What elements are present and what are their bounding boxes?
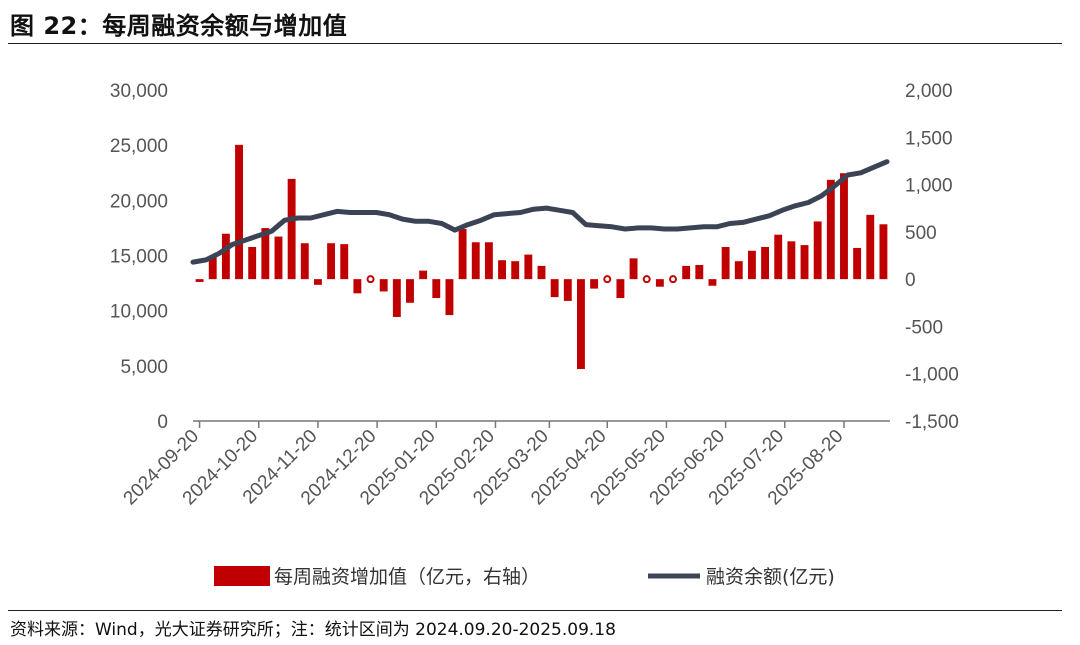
bar xyxy=(603,275,612,284)
bar xyxy=(340,244,349,280)
bar xyxy=(787,241,796,280)
footer-divider xyxy=(8,610,1062,611)
bar xyxy=(590,279,599,289)
bar xyxy=(313,279,322,285)
left-tick-label: 20,000 xyxy=(110,191,168,212)
bar xyxy=(208,255,217,280)
bar xyxy=(261,228,270,280)
legend-swatch-bar xyxy=(214,566,270,586)
bar xyxy=(642,275,651,284)
bar xyxy=(511,261,520,280)
title-divider xyxy=(8,43,1062,44)
bar xyxy=(366,275,375,284)
right-tick-label: -1,500 xyxy=(905,412,959,433)
bar xyxy=(616,279,625,299)
left-tick-label: 5,000 xyxy=(120,357,168,378)
bar xyxy=(695,264,704,280)
bar xyxy=(432,279,441,299)
bar xyxy=(734,261,743,280)
bar xyxy=(879,224,888,280)
right-tick-label: -1,000 xyxy=(905,365,959,386)
bar xyxy=(866,214,875,280)
left-tick-label: 10,000 xyxy=(110,302,168,323)
bar xyxy=(840,173,848,280)
bar xyxy=(629,258,638,280)
bar-series xyxy=(195,144,888,369)
bar xyxy=(682,265,691,280)
bar xyxy=(419,270,428,280)
bar xyxy=(379,279,388,292)
legend-label-bar: 每周融资增加值（亿元，右轴） xyxy=(274,566,540,588)
left-axis-ticks: 30,000 25,000 20,000 15,000 10,000 5,000 0 xyxy=(110,81,168,433)
bar xyxy=(537,265,546,280)
bar xyxy=(300,243,309,280)
x-axis: 2024-09-202024-10-202024-11-202024-12-20… xyxy=(120,420,890,509)
bar xyxy=(577,279,585,369)
right-tick-label: 0 xyxy=(905,270,916,291)
right-tick-label: 500 xyxy=(905,223,937,244)
legend: 每周融资增加值（亿元，右轴） 融资余额(亿元) xyxy=(214,566,835,588)
bar xyxy=(327,243,336,280)
bar xyxy=(524,254,533,280)
bar xyxy=(484,242,493,280)
bar xyxy=(813,221,822,280)
bar xyxy=(445,279,454,316)
bar xyxy=(458,229,467,280)
right-tick-label: -500 xyxy=(905,317,943,338)
left-tick-label: 25,000 xyxy=(110,136,168,157)
bar xyxy=(195,279,204,282)
bar xyxy=(761,246,770,280)
bar xyxy=(406,279,414,303)
bar xyxy=(498,260,506,280)
bar xyxy=(248,246,257,280)
figure-title: 图 22：每周融资余额与增加值 xyxy=(10,12,348,40)
left-tick-label: 30,000 xyxy=(110,81,168,102)
right-axis-ticks: 2,000 1,500 1,000 500 0 -500 -1,000 -1,500 xyxy=(905,81,959,433)
line-series xyxy=(190,159,890,265)
source-note: 资料来源：Wind，光大证券研究所；注：统计区间为 2024.09.20-202… xyxy=(10,620,616,640)
bar xyxy=(669,275,678,284)
bar xyxy=(392,279,401,317)
bar xyxy=(853,247,862,280)
bar xyxy=(550,279,559,298)
left-tick-label: 15,000 xyxy=(110,247,168,268)
bar xyxy=(655,279,664,287)
bar xyxy=(274,236,283,280)
bar xyxy=(747,250,756,280)
bar xyxy=(826,179,835,280)
bar xyxy=(708,279,717,286)
bar xyxy=(235,144,243,280)
right-tick-label: 1,000 xyxy=(905,176,953,197)
bar xyxy=(287,178,296,280)
bar xyxy=(563,279,572,301)
legend-label-line: 融资余额(亿元) xyxy=(706,566,835,588)
right-tick-label: 2,000 xyxy=(905,81,953,102)
bar xyxy=(800,245,809,280)
left-tick-label: 0 xyxy=(157,412,168,433)
bar xyxy=(721,246,730,280)
bar xyxy=(774,234,783,280)
bar xyxy=(221,233,230,280)
right-tick-label: 1,500 xyxy=(905,128,953,149)
bar xyxy=(353,279,362,294)
line-series-path xyxy=(190,159,890,265)
bar xyxy=(471,242,480,280)
